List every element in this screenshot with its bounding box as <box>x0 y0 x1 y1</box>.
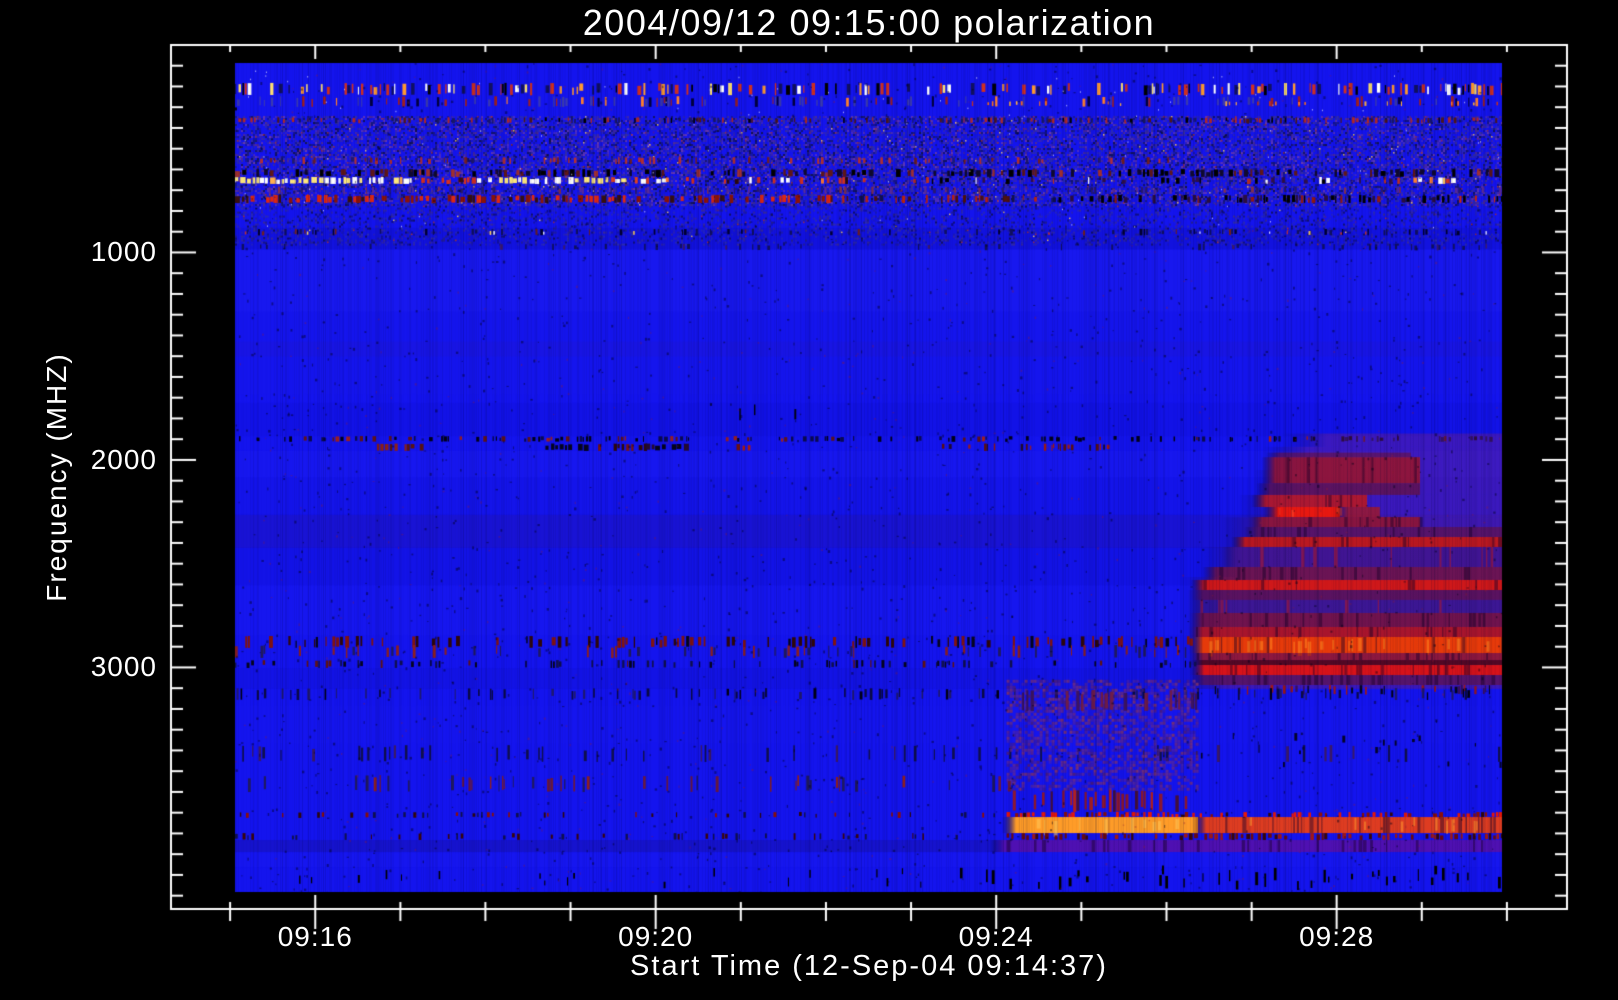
x-tick-label: 09:20 <box>618 921 694 952</box>
plot-title: 2004/09/12 09:15:00 polarization <box>582 2 1156 43</box>
x-tick-label: 09:24 <box>958 921 1034 952</box>
x-tick-label: 09:16 <box>277 921 353 952</box>
y-tick-label: 3000 <box>90 651 157 683</box>
y-tick-label: 1000 <box>90 236 157 268</box>
y-axis-label: Frequency (MHZ) <box>41 352 72 602</box>
y-tick-label: 2000 <box>90 443 157 475</box>
x-tick-label: 09:28 <box>1299 921 1375 952</box>
x-axis-label: Start Time (12-Sep-04 09:14:37) <box>630 950 1108 982</box>
